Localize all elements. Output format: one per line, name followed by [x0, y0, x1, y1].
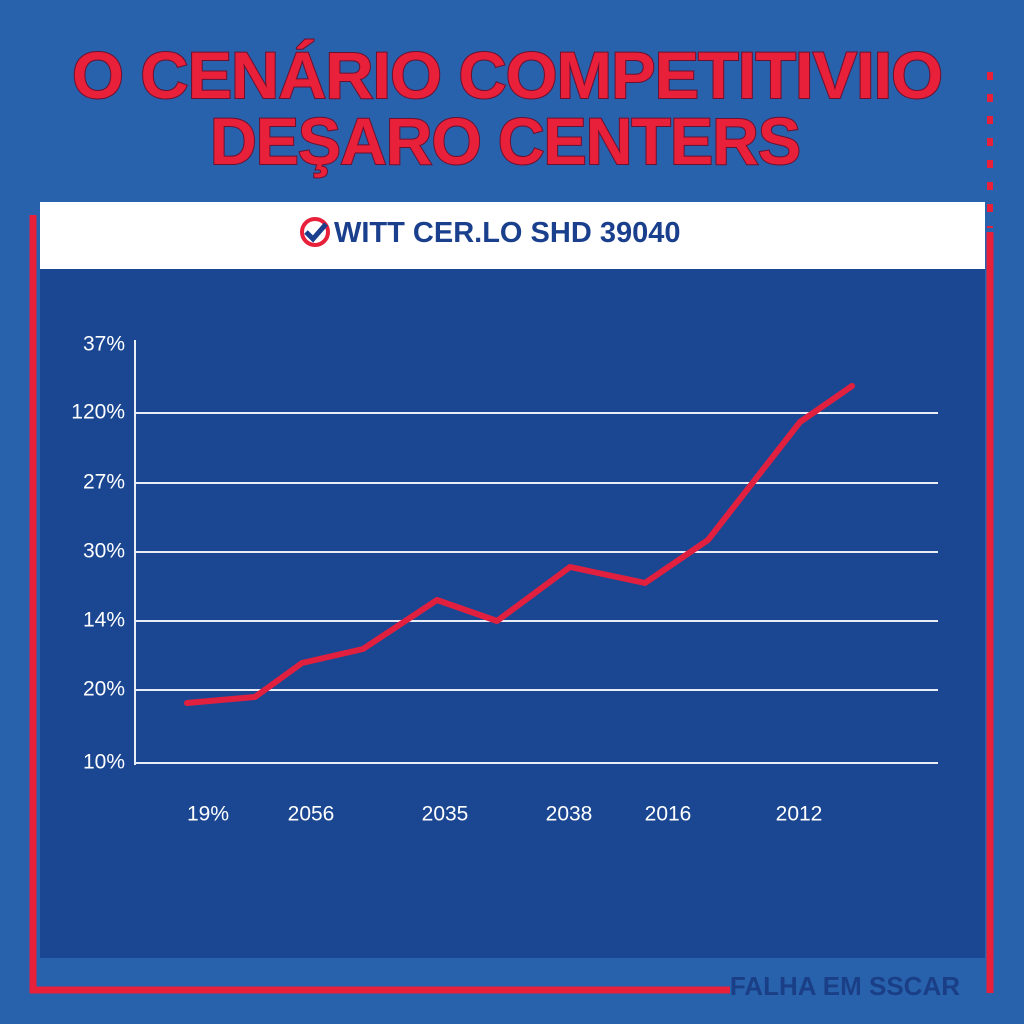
footer-text: FALHA EM SSCAR — [730, 971, 960, 1001]
x-axis-label: 2016 — [645, 803, 692, 826]
panel-heading: WITT CER.LO SHD 39040 — [334, 217, 680, 249]
x-axis-labels: 19% 2056 2035 2038 2016 2012 — [187, 803, 822, 826]
check-icon — [300, 217, 330, 247]
y-axis-labels: 37% 120% 27% 30% 14% 20% 10% — [71, 333, 125, 774]
trend-line — [184, 383, 855, 706]
chart-panel — [40, 269, 985, 958]
panel-header — [40, 202, 985, 269]
y-axis-label: 14% — [83, 609, 125, 632]
x-axis-label: 2056 — [288, 803, 335, 826]
y-axis-label: 20% — [83, 678, 125, 701]
x-axis-label: 2012 — [776, 803, 823, 826]
y-axis-label: 27% — [83, 471, 125, 494]
title-line: DEŞARO CENTERS — [210, 104, 800, 178]
y-axis-label: 120% — [71, 401, 125, 424]
y-axis-label: 37% — [83, 333, 125, 356]
y-axis-label: 10% — [83, 751, 125, 774]
grid — [135, 412, 938, 764]
x-axis-label: 2038 — [546, 803, 593, 826]
x-axis-label: 2035 — [422, 803, 469, 826]
x-axis-label: 19% — [187, 803, 229, 826]
y-axis-label: 30% — [83, 540, 125, 563]
title-line: O CENÁRIO COMPETITIVIIO — [72, 38, 942, 112]
